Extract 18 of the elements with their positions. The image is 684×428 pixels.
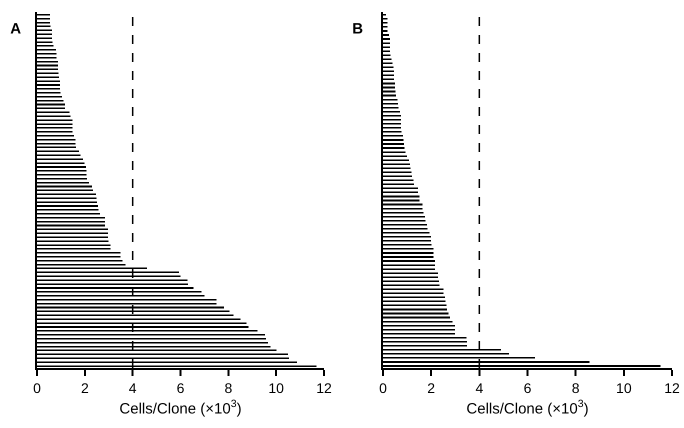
x-tick-label: 12 [664, 380, 680, 396]
x-tick-label: 4 [128, 380, 137, 396]
x-tick-label: 10 [616, 380, 632, 396]
x-tick-label: 8 [572, 380, 580, 396]
x-tick-label: 2 [80, 380, 89, 396]
x-tick-label: 12 [316, 380, 332, 396]
x-tick-label: 0 [33, 380, 42, 396]
x-tick-label: 8 [224, 380, 232, 396]
x-tick-label: 4 [475, 380, 484, 396]
x-tick-label: 6 [524, 380, 532, 396]
x-tick-label: 2 [427, 380, 436, 396]
x-axis-title: Cells/Clone (×10$^{3}$) [119, 398, 242, 418]
text: B [352, 20, 364, 38]
x-axis-title: Cells/Clone (×10$^{3}$) [466, 398, 589, 418]
text: A [10, 20, 22, 38]
x-tick-label: 6 [176, 380, 185, 396]
x-tick-label: 10 [268, 380, 284, 396]
x-tick-label: 0 [379, 380, 388, 396]
